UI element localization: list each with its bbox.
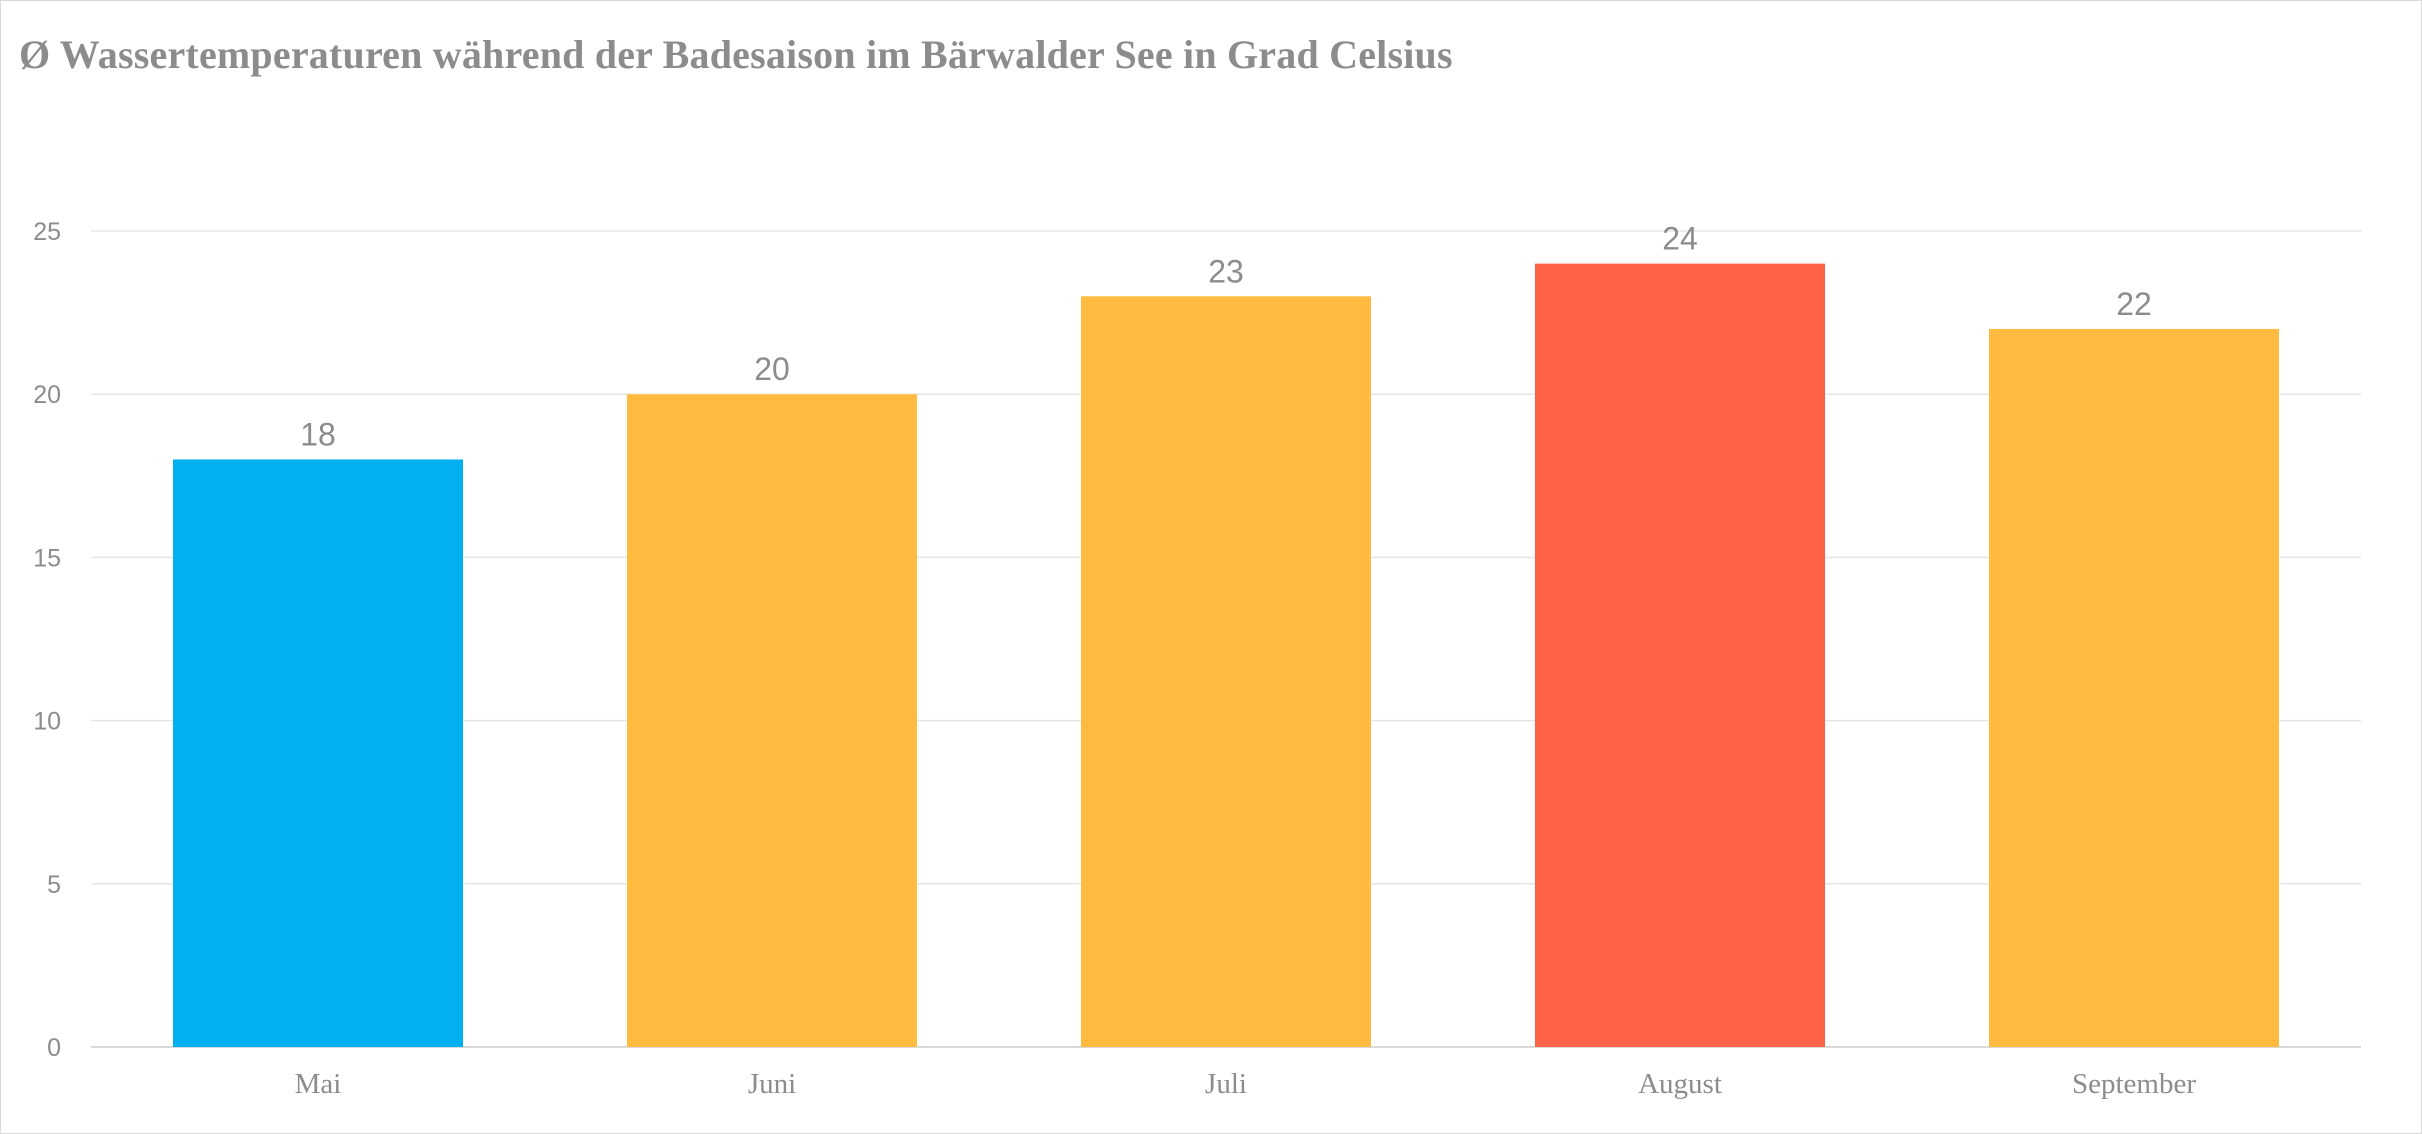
- x-tick-label: Mai: [295, 1068, 342, 1100]
- bars: [173, 263, 2279, 1048]
- x-tick-label: Juni: [748, 1068, 796, 1100]
- data-label: 23: [1208, 253, 1244, 289]
- x-tick-label: September: [2072, 1068, 2196, 1100]
- y-tick-label: 20: [33, 381, 61, 409]
- y-axis-tick-labels: 0 5 10 15 20 25: [33, 218, 61, 1062]
- data-label: 24: [1662, 221, 1698, 257]
- chart-title: Ø Wassertemperaturen während der Badesai…: [19, 32, 1453, 77]
- data-label: 20: [754, 351, 790, 387]
- bar-august: [1535, 263, 1825, 1047]
- data-label: 22: [2116, 286, 2152, 322]
- data-labels: 18 20 23 24 22: [300, 221, 2152, 453]
- bar-september: [1989, 328, 2279, 1047]
- y-tick-label: 5: [47, 871, 61, 899]
- x-tick-label: Juli: [1205, 1068, 1247, 1100]
- bar-mai: [173, 459, 463, 1048]
- bar-juni: [627, 394, 917, 1047]
- y-tick-label: 15: [33, 544, 61, 572]
- x-axis-tick-labels: Mai Juni Juli August September: [295, 1068, 2197, 1100]
- y-tick-label: 0: [47, 1034, 61, 1062]
- x-tick-label: August: [1638, 1068, 1722, 1100]
- bar-juli: [1081, 296, 1371, 1047]
- data-label: 18: [300, 416, 336, 452]
- y-tick-label: 25: [33, 218, 61, 246]
- y-tick-label: 10: [33, 708, 61, 736]
